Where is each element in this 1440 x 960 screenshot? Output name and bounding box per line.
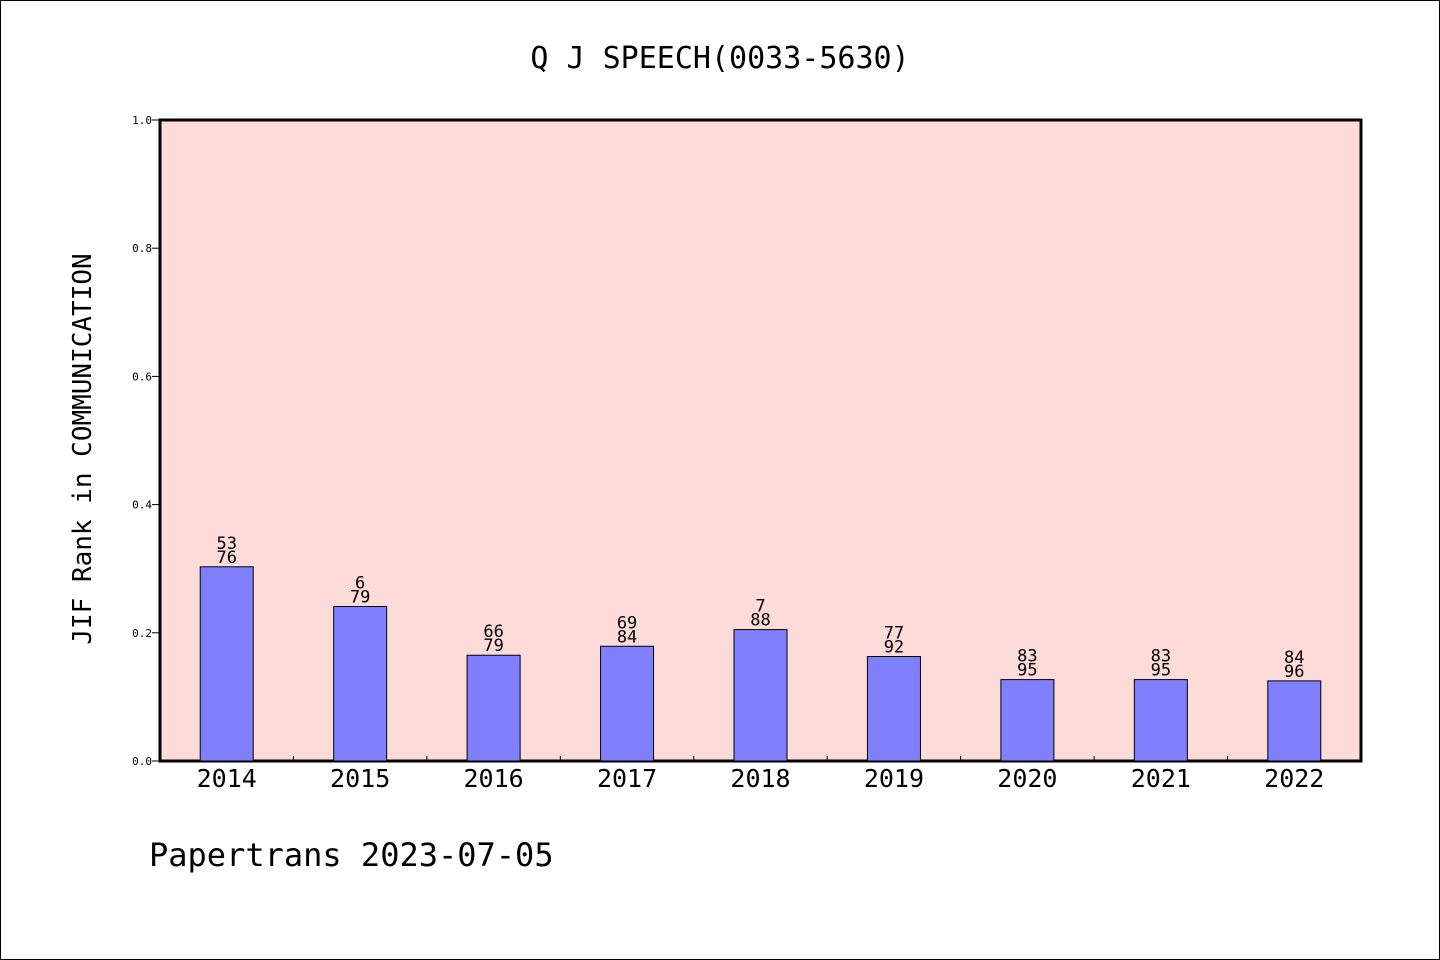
bar-2022 [1267, 680, 1322, 762]
y-tick-label: 0.0 [132, 755, 152, 768]
bar-rank-label: 7 [755, 597, 765, 617]
x-tick-label: 2022 [1264, 764, 1324, 793]
chart-title: Q J SPEECH(0033-5630) [530, 41, 909, 76]
x-tick-label: 2016 [464, 764, 524, 793]
bar-total-label: 88 [750, 611, 770, 631]
x-tick-label: 2017 [597, 764, 657, 793]
x-tick-label: 2021 [1131, 764, 1191, 793]
y-tick-label: 0.4 [132, 499, 152, 512]
bar-2019 [866, 656, 921, 762]
bar-total-label: 95 [1151, 661, 1171, 681]
bar-total-label: 96 [1284, 662, 1304, 682]
footer-credit: Papertrans 2023-07-05 [149, 836, 554, 874]
y-axis: 0.0 0.2 0.4 0.6 0.8 1.0 [132, 114, 160, 768]
y-tick-label: 0.8 [132, 242, 152, 255]
x-tick-label: 2020 [997, 764, 1057, 793]
bar-2015 [333, 606, 388, 762]
bar-2016 [466, 654, 521, 762]
x-tick-label: 2015 [330, 764, 390, 793]
bar-total-label: 79 [350, 588, 370, 608]
bar-2017 [600, 645, 655, 762]
bar-total-label: 95 [1017, 661, 1037, 681]
y-tick-label: 1.0 [132, 114, 152, 127]
bar-total-label: 92 [884, 638, 904, 658]
bar-rank-label: 77 [884, 624, 904, 644]
y-axis-label: JIF Rank in COMMUNICATION [68, 253, 98, 644]
bar-rank-label: 53 [216, 534, 236, 554]
bar-rank-label: 66 [483, 622, 503, 642]
y-tick-label: 0.2 [132, 627, 152, 640]
bar-rank-label: 83 [1017, 647, 1037, 667]
x-axis: 2014 2015 2016 2017 2018 2019 2020 2021 2022 [197, 756, 1324, 793]
x-tick-label: 2019 [864, 764, 924, 793]
bar-rank-label: 6 [355, 574, 365, 594]
bar-2020 [1000, 679, 1055, 762]
bar-2014 [199, 566, 254, 762]
x-tick-label: 2014 [197, 764, 257, 793]
bar-2018 [733, 629, 788, 762]
bar-rank-label: 84 [1284, 648, 1304, 668]
x-tick-label: 2018 [730, 764, 790, 793]
bar-rank-label: 83 [1151, 647, 1171, 667]
bar-2021 [1133, 679, 1188, 762]
y-tick-label: 0.6 [132, 370, 152, 383]
bar-total-label: 84 [617, 627, 637, 647]
bar-rank-label: 69 [617, 613, 637, 633]
bar-total-label: 79 [483, 636, 503, 656]
bar-total-label: 76 [216, 548, 236, 568]
